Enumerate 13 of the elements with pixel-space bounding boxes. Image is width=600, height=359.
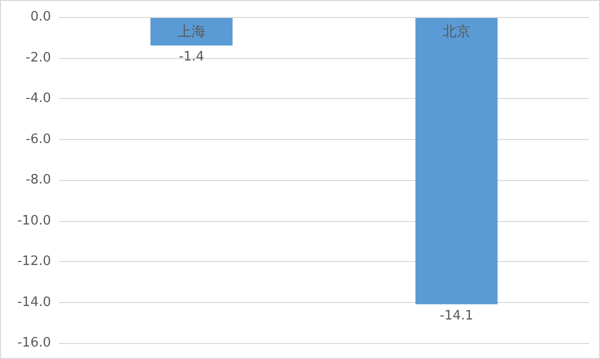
data-label: -1.4 [178,50,204,65]
y-tick-label: -8.0 [26,172,51,188]
y-tick-label: -14.0 [17,294,51,310]
y-tick-label: -2.0 [26,50,51,66]
y-tick-label: -16.0 [17,336,51,350]
y-tick-label: 0.0 [30,10,51,24]
data-label: -14.1 [440,308,474,324]
y-tick-label: -12.0 [17,254,51,269]
x-tick-label: 北京 [442,24,470,40]
x-tick-label: 上海 [178,24,206,40]
y-tick-label: -6.0 [26,132,51,147]
y-tick-label: -10.0 [17,213,51,228]
y-tick-label: -4.0 [26,91,51,106]
